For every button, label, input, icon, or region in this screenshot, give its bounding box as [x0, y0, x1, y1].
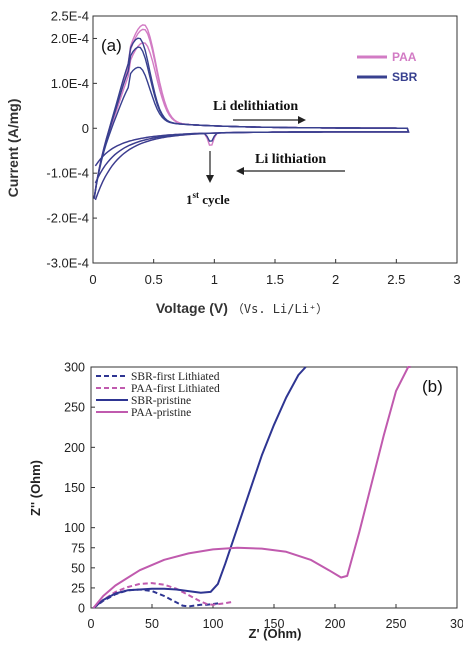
panel-label-b: (b) [422, 377, 443, 396]
y-tick-label-a: -2.0E-4 [46, 211, 89, 226]
legend-label-b: SBR-pristine [131, 395, 191, 407]
x-tick-label-a: 1.5 [266, 272, 284, 287]
y-tick-labels-b: 0 25 50 75 100 150 200 250 300 [64, 361, 95, 616]
panel-label-a: (a) [101, 36, 122, 55]
x-tick-label-a: 0.5 [145, 272, 163, 287]
x-tick-labels-a: 0 0.5 1 1.5 2 2.5 3 [89, 259, 461, 287]
x-tick-label-b: 250 [386, 617, 407, 631]
legend-label-sbr: SBR [392, 70, 418, 84]
x-tick-label-a: 1 [211, 272, 218, 287]
y-tick-label-a: -1.0E-4 [46, 166, 89, 181]
x-tick-label-a: 0 [89, 272, 96, 287]
cv-cycle-paa-3 [93, 42, 410, 201]
x-tick-label-b: 150 [264, 617, 285, 631]
y-tick-label-a: 2.0E-4 [51, 31, 89, 46]
x-tick-label-a: 2 [332, 272, 339, 287]
y-tick-label-b: 0 [78, 602, 85, 616]
x-tick-label-b: 30 [450, 617, 463, 631]
legend-label-paa: PAA [392, 50, 417, 64]
eis-series-paa-pristine [92, 366, 411, 609]
x-tick-label-b: 100 [203, 617, 224, 631]
panel-a: 2.5E-4 2.0E-4 1.0E-4 0 -1.0E-4 -2.0E-4 -3.0E-4… [5, 9, 461, 317]
cv-curves [93, 24, 410, 201]
x-tick-label-b: 0 [88, 617, 95, 631]
cv-cycle-sbr-3 [93, 66, 410, 201]
y-tick-label-b: 75 [71, 541, 85, 555]
y-tick-label-a: -3.0E-4 [46, 256, 89, 271]
legend-label-b: PAA-pristine [131, 407, 191, 419]
x-axis-label-a: Voltage (V) [156, 300, 228, 316]
y-tick-label-b: 300 [64, 361, 85, 375]
eis-series-sbr-pristine [92, 366, 307, 609]
legend-label-b: PAA-first Lithiated [131, 383, 220, 395]
y-axis-label-b: Z'' (Ohm) [28, 460, 43, 516]
y-tick-label-b: 200 [64, 441, 85, 455]
x-tick-label-a: 3 [453, 272, 460, 287]
x-tick-label-b: 200 [325, 617, 346, 631]
legend-a: PAA SBR [357, 50, 418, 84]
arrow-delithiation [233, 116, 306, 124]
x-axis-suffix-a: （Vs. Li/Li⁺） [232, 302, 328, 316]
y-tick-label-b: 250 [64, 401, 85, 415]
annotation-delithiation: Li delithiation [213, 99, 298, 114]
cv-cycle-sbr-1 [93, 37, 410, 199]
panel-b: 0 25 50 75 100 150 200 250 300 0 50 100 150 200 250 30… [28, 361, 463, 642]
eis-curves [92, 366, 411, 609]
eis-series-sbr-first-lithiated [92, 588, 220, 609]
x-tick-label-a: 2.5 [387, 272, 405, 287]
y-tick-label-b: 50 [71, 561, 85, 575]
y-tick-label-a: 0 [82, 121, 89, 136]
y-tick-label-a: 1.0E-4 [51, 76, 89, 91]
arrow-first-cycle [206, 151, 214, 183]
y-tick-label-b: 100 [64, 521, 85, 535]
x-axis-title-a: Voltage (V) （Vs. Li/Li⁺） [156, 300, 328, 317]
y-tick-label-a: 2.5E-4 [51, 9, 89, 24]
y-axis-label-a: Current (A/mg) [5, 99, 21, 198]
annotation-first-cycle: 1st cycle [186, 190, 230, 207]
x-tick-labels-b: 0 50 100 150 200 250 30 [88, 604, 463, 631]
y-tick-labels-a: 2.5E-4 2.0E-4 1.0E-4 0 -1.0E-4 -2.0E-4 -3.0E-4 [46, 9, 97, 271]
arrow-lithiation [236, 167, 345, 175]
y-tick-label-b: 150 [64, 481, 85, 495]
y-tick-label-b: 25 [71, 581, 85, 595]
x-axis-label-b: Z' (Ohm) [249, 626, 302, 641]
annotation-lithiation: Li lithiation [255, 152, 326, 167]
legend-label-b: SBR-first Lithiated [131, 371, 220, 383]
x-tick-label-b: 50 [145, 617, 159, 631]
